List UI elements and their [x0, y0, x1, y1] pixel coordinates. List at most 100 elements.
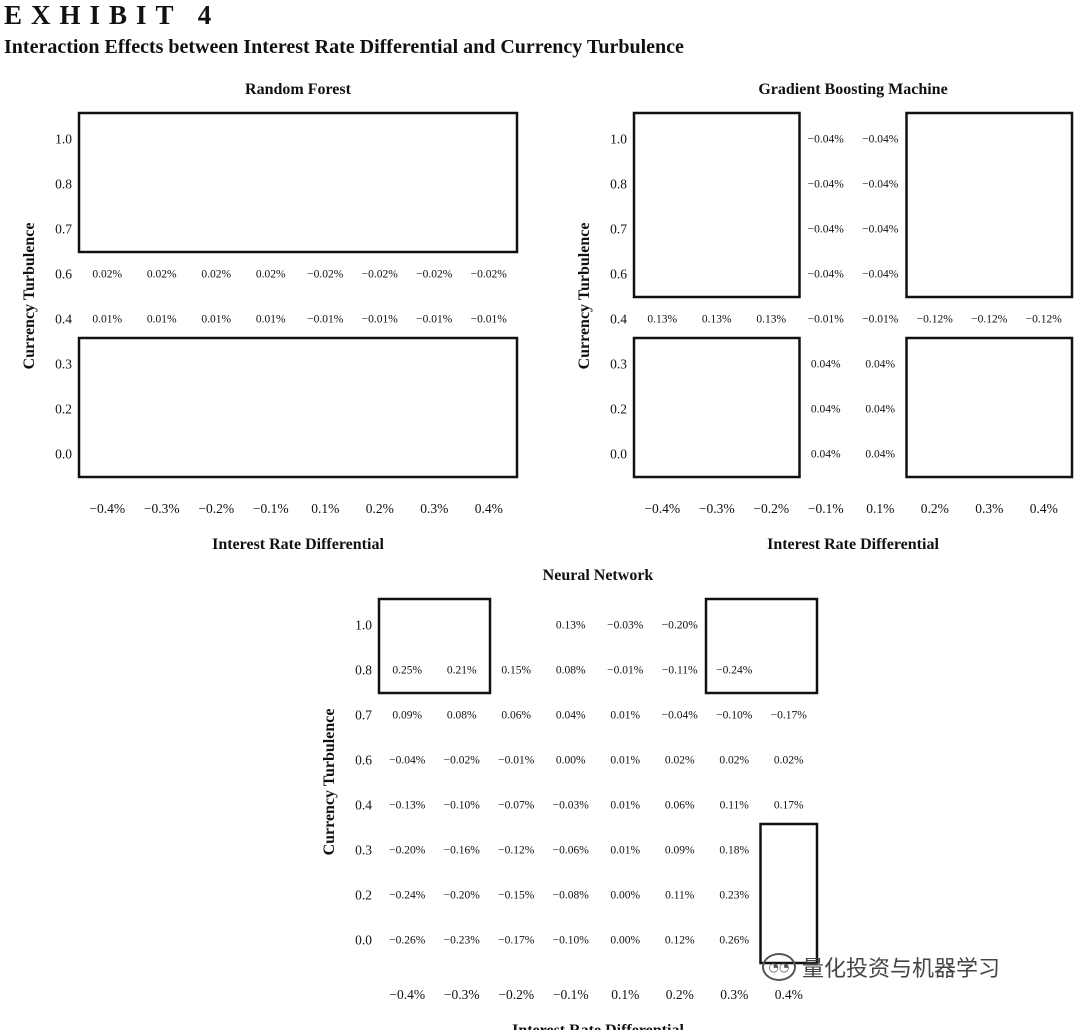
y-tick-label: 0.7	[355, 708, 372, 723]
x-axis-title: Interest Rate Differential	[767, 536, 939, 553]
cell-value: −0.01%	[862, 314, 899, 326]
highlight-box	[77, 336, 519, 479]
x-axis-title: Interest Rate Differential	[512, 1022, 684, 1030]
cell-value: −0.12%	[1026, 314, 1063, 326]
x-tick-label: 0.4%	[1030, 501, 1058, 516]
cell-value: −0.04%	[808, 179, 845, 191]
wechat-logo-icon: ◔◔	[762, 953, 796, 981]
x-tick-label: 0.3%	[720, 987, 748, 1002]
cell-value: 0.13%	[756, 314, 786, 326]
cell-value: −0.24%	[389, 890, 426, 902]
cell-value: −0.04%	[389, 755, 426, 767]
x-tick-label: −0.4%	[389, 987, 425, 1002]
highlight-box	[377, 597, 492, 695]
y-tick-label: 0.3	[355, 843, 372, 858]
cell-value: −0.08%	[553, 890, 590, 902]
y-tick-label: 0.2	[355, 888, 372, 903]
y-tick-label: 0.4	[355, 798, 372, 813]
cell-value: 0.01%	[147, 314, 177, 326]
chart-svg: Neural Network 1.0 0.8 0.7 0.6 0.4 0.3 0.2 0.0 −0…	[321, 567, 819, 1030]
cell-value: 0.02%	[92, 269, 122, 281]
cell-value: 0.13%	[702, 314, 732, 326]
y-tick-label: 0.4	[55, 312, 72, 327]
highlight-box	[77, 111, 519, 254]
cell-value: 0.00%	[610, 890, 640, 902]
cell-value: 0.21%	[447, 665, 477, 677]
x-tick-label: −0.1%	[553, 987, 589, 1002]
y-tick-label: 0.3	[55, 357, 72, 372]
chart-svg: Gradient Boosting Machine 1.0 0.8 0.7 0.6 0.4…	[576, 81, 1074, 553]
cell-value: 0.01%	[256, 314, 286, 326]
cell-value: 0.26%	[719, 935, 749, 947]
y-tick-label: 0.0	[610, 447, 627, 462]
cell-value: −0.04%	[862, 269, 899, 281]
cell-value: −0.02%	[444, 755, 481, 767]
cell-value: 0.25%	[392, 665, 422, 677]
exhibit-title: Interaction Effects between Interest Rat…	[4, 36, 684, 58]
cell-value: 0.00%	[610, 935, 640, 947]
cell-value: 0.08%	[556, 665, 586, 677]
cell-value: 0.11%	[720, 800, 750, 812]
cell-value: −0.13%	[389, 800, 426, 812]
y-tick-label: 0.2	[55, 402, 72, 417]
highlight-box	[759, 822, 819, 965]
cell-value: −0.17%	[771, 710, 808, 722]
y-axis-title: Currency Turbulence	[21, 223, 38, 370]
x-axis-title: Interest Rate Differential	[212, 536, 384, 553]
cell-value: −0.20%	[389, 845, 426, 857]
y-tick-label: 1.0	[55, 132, 72, 147]
cell-value: −0.07%	[498, 800, 535, 812]
cell-value: 0.02%	[201, 269, 231, 281]
x-tick-label: −0.3%	[144, 501, 180, 516]
y-tick-label: 0.6	[610, 267, 627, 282]
cell-value: 0.02%	[665, 755, 695, 767]
cell-value: −0.15%	[498, 890, 535, 902]
cell-value: −0.04%	[808, 134, 845, 146]
x-tick-label: −0.2%	[198, 501, 234, 516]
cell-value: −0.04%	[662, 710, 699, 722]
cell-value: 0.11%	[665, 890, 695, 902]
chart-title: Random Forest	[245, 81, 352, 98]
cell-value: 0.00%	[556, 755, 586, 767]
y-tick-label: 0.8	[355, 663, 372, 678]
cell-value: 0.06%	[665, 800, 695, 812]
cell-value: 0.01%	[610, 845, 640, 857]
neural-network-chart: Neural Network 1.0 0.8 0.7 0.6 0.4 0.3 0.2 0.0 −0…	[300, 560, 820, 1030]
y-tick-label: 0.3	[610, 357, 627, 372]
cell-value: 0.04%	[556, 710, 586, 722]
highlight-box	[905, 336, 1074, 479]
x-tick-label: 0.1%	[311, 501, 339, 516]
cell-value: −0.01%	[607, 665, 644, 677]
chart-title: Neural Network	[543, 567, 654, 584]
y-tick-label: 0.7	[610, 222, 627, 237]
y-tick-label: 0.2	[610, 402, 627, 417]
x-tick-label: −0.1%	[808, 501, 844, 516]
y-tick-label: 1.0	[355, 618, 372, 633]
cell-value: −0.12%	[498, 845, 535, 857]
cell-value: −0.17%	[498, 935, 535, 947]
random-forest-chart: Random Forest 1.0 0.8 0.7 0.6 0.4 0.3 0.2 0.0 −0.…	[0, 74, 520, 553]
y-tick-label: 0.0	[355, 933, 372, 948]
cell-value: −0.06%	[553, 845, 590, 857]
y-tick-label: 0.7	[55, 222, 72, 237]
x-tick-label: 0.2%	[921, 501, 949, 516]
cell-value: 0.08%	[447, 710, 477, 722]
cell-value: −0.01%	[471, 314, 508, 326]
cell-value: 0.01%	[610, 710, 640, 722]
cell-value: 0.12%	[665, 935, 695, 947]
y-axis-title: Currency Turbulence	[321, 709, 338, 856]
x-tick-label: −0.3%	[444, 987, 480, 1002]
x-tick-label: −0.3%	[699, 501, 735, 516]
y-tick-label: 0.4	[610, 312, 627, 327]
cell-value: 0.18%	[719, 845, 749, 857]
cell-value: 0.04%	[865, 359, 895, 371]
exhibit-label: EXHIBIT 4	[4, 0, 221, 30]
y-axis-title: Currency Turbulence	[576, 223, 593, 370]
cell-value: −0.12%	[917, 314, 954, 326]
cell-value: −0.10%	[553, 935, 590, 947]
y-tick-label: 0.6	[55, 267, 72, 282]
cell-value: 0.02%	[774, 755, 804, 767]
cell-value: 0.01%	[92, 314, 122, 326]
cell-value: −0.03%	[607, 620, 644, 632]
x-tick-label: −0.2%	[498, 987, 534, 1002]
